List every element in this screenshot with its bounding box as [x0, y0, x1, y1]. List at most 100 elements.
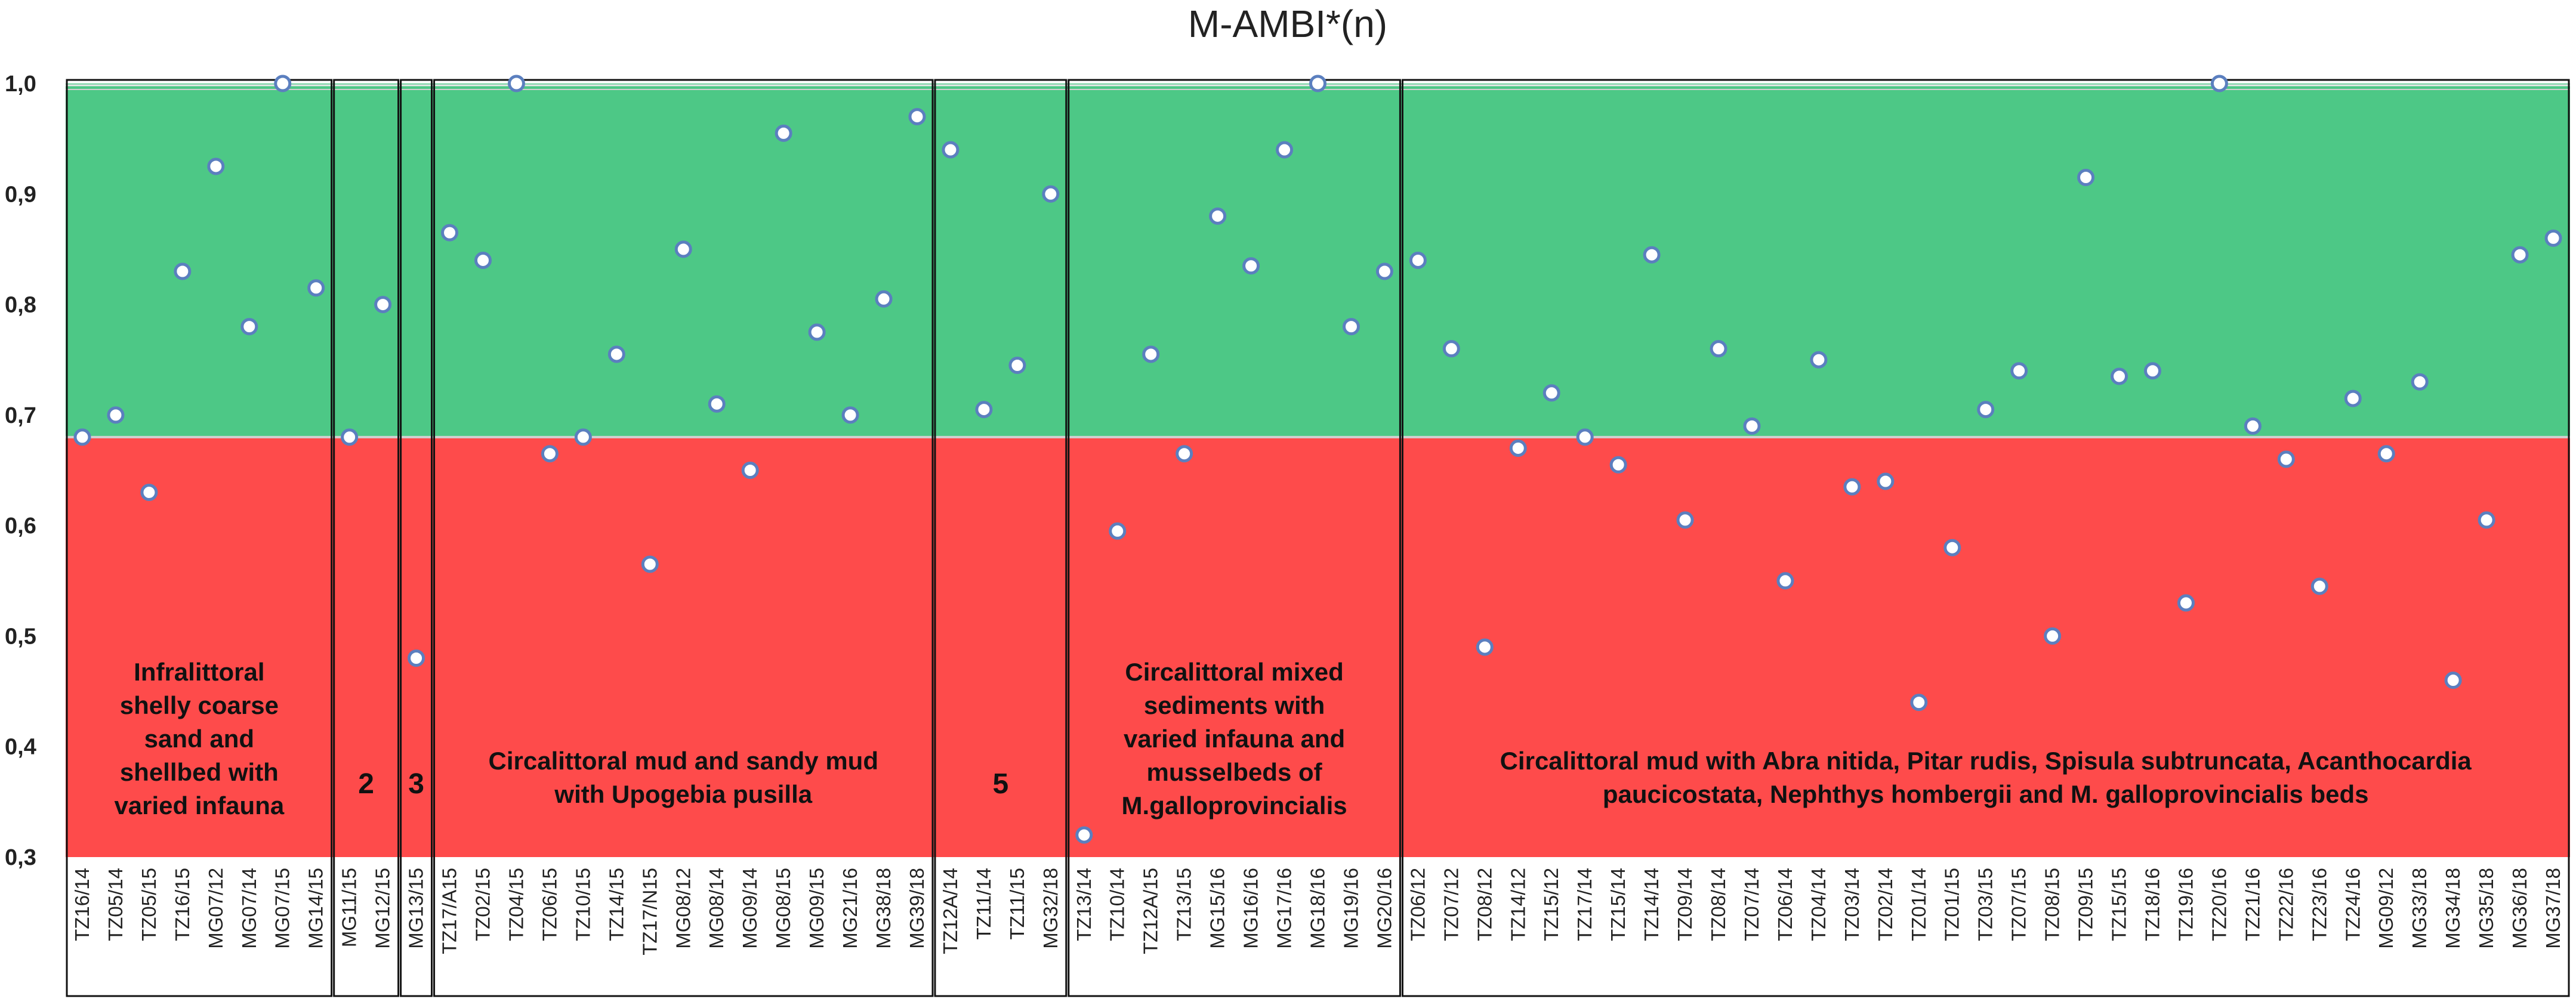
- x-tick-label: TZ16/14: [71, 868, 93, 941]
- data-point: [1810, 351, 1828, 369]
- data-point: [1109, 522, 1127, 540]
- x-tick-label: TZ04/14: [1807, 868, 1830, 941]
- y-tick-label: 0,3: [5, 845, 36, 870]
- data-point: [808, 323, 826, 341]
- data-point: [2044, 627, 2062, 645]
- x-tick-label: TZ03/14: [1841, 868, 1863, 941]
- habitat-group-label: 3: [408, 768, 424, 800]
- bad-status-band: [66, 437, 2570, 857]
- data-point: [474, 251, 492, 269]
- data-point: [2111, 367, 2128, 385]
- data-point: [2210, 75, 2228, 92]
- data-point: [1409, 251, 1427, 269]
- x-tick-label: MG09/14: [739, 868, 761, 949]
- data-point: [1476, 638, 1494, 656]
- habitat-group-box: [433, 79, 934, 997]
- x-tick-label: TZ22/16: [2275, 868, 2297, 941]
- x-tick-label: TZ17/A15: [439, 868, 461, 954]
- data-point: [942, 141, 960, 159]
- x-tick-label: TZ20/16: [2208, 868, 2230, 941]
- data-point: [73, 428, 91, 446]
- habitat-group-box: [333, 79, 400, 997]
- data-point: [1309, 75, 1326, 92]
- x-tick-label: TZ18/16: [2142, 868, 2164, 941]
- x-tick-label: MG07/14: [238, 868, 260, 949]
- good-status-band: [66, 84, 2570, 437]
- data-point: [775, 124, 792, 142]
- data-point: [2511, 246, 2529, 264]
- data-point: [2244, 417, 2262, 435]
- data-point: [1743, 417, 1761, 435]
- x-tick-label: TZ06/12: [1406, 868, 1429, 941]
- data-point: [1643, 246, 1661, 264]
- data-point: [841, 406, 859, 424]
- data-point: [1776, 572, 1794, 590]
- data-point: [708, 395, 726, 413]
- x-tick-label: MG37/18: [2542, 868, 2564, 949]
- data-point: [1375, 262, 1393, 280]
- data-point: [408, 649, 425, 667]
- y-tick-label: 0,5: [5, 624, 36, 649]
- data-point: [2310, 577, 2328, 595]
- habitat-group-label: Circalittoral mud with Abra nitida, Pita…: [1500, 747, 2472, 775]
- x-tick-label: MG13/15: [405, 868, 427, 949]
- x-tick-label: TZ05/15: [138, 868, 160, 941]
- data-point: [1075, 826, 1093, 844]
- x-tick-label: TZ14/12: [1507, 868, 1529, 941]
- data-point: [1042, 185, 1060, 203]
- data-point: [1843, 478, 1861, 496]
- x-tick-label: TZ09/14: [1674, 868, 1696, 941]
- x-tick-label: TZ01/15: [1941, 868, 1963, 941]
- data-point: [207, 157, 225, 175]
- y-axis: 0,3 0,4 0,5 0,6 0,7 0,8 0,9 1,0: [5, 72, 36, 870]
- data-point: [507, 75, 525, 92]
- data-point: [1509, 439, 1527, 457]
- y-tick-label: 0,9: [5, 182, 36, 207]
- data-point: [240, 318, 258, 336]
- x-tick-label: MG07/12: [205, 868, 227, 949]
- habitat-group-box: [934, 79, 1068, 997]
- data-point: [1342, 318, 1360, 336]
- data-point: [1176, 445, 1193, 463]
- data-point: [2144, 362, 2161, 380]
- habitat-group-label: sediments with: [1144, 691, 1325, 719]
- data-point: [975, 401, 993, 419]
- x-tick-label: TZ14/15: [605, 868, 627, 941]
- x-tick-label: TZ07/14: [1741, 868, 1763, 941]
- x-tick-label: MG33/18: [2408, 868, 2430, 949]
- habitat-group-label: 2: [358, 768, 374, 800]
- x-tick-label: MG20/16: [1373, 868, 1395, 949]
- x-tick-label: TZ05/14: [104, 868, 127, 941]
- data-point: [1710, 340, 1727, 358]
- x-tick-label: TZ01/14: [1908, 868, 1930, 941]
- habitat-group-label: shellbed with: [120, 758, 279, 786]
- x-tick-label: TZ10/15: [572, 868, 594, 941]
- data-point: [1576, 428, 1594, 446]
- habitat-group-label: 5: [993, 768, 1009, 800]
- habitat-group-box: [1401, 79, 2570, 997]
- x-tick-label: MG35/18: [2475, 868, 2497, 949]
- x-tick-label: TZ08/14: [1707, 868, 1729, 941]
- x-tick-label: TZ15/14: [1607, 868, 1629, 941]
- x-tick-label: TZ24/16: [2341, 868, 2364, 941]
- x-axis: TZ16/14 TZ05/14 TZ05/15 TZ16/15 MG07/12 MG07/…: [71, 868, 2564, 955]
- data-point: [641, 555, 659, 573]
- data-point: [174, 262, 192, 280]
- data-point: [741, 462, 759, 479]
- x-tick-label: TZ09/15: [2075, 868, 2097, 941]
- data-point: [1442, 340, 1460, 358]
- x-tick-label: TZ06/15: [538, 868, 560, 941]
- data-point: [1209, 207, 1227, 225]
- x-tick-label: TZ10/14: [1106, 868, 1128, 941]
- habitat-group-label: sand and: [144, 725, 254, 753]
- habitat-group-label: with Upogebia pusilla: [554, 780, 812, 808]
- data-point: [674, 240, 692, 258]
- data-point: [1542, 384, 1560, 402]
- x-tick-label: TZ13/14: [1073, 868, 1095, 941]
- x-tick-label: TZ08/15: [2041, 868, 2063, 941]
- x-tick-label: TZ11/15: [1006, 868, 1028, 939]
- habitat-group-box: [400, 79, 433, 997]
- x-tick-label: TZ23/16: [2308, 868, 2330, 941]
- data-point: [341, 428, 359, 446]
